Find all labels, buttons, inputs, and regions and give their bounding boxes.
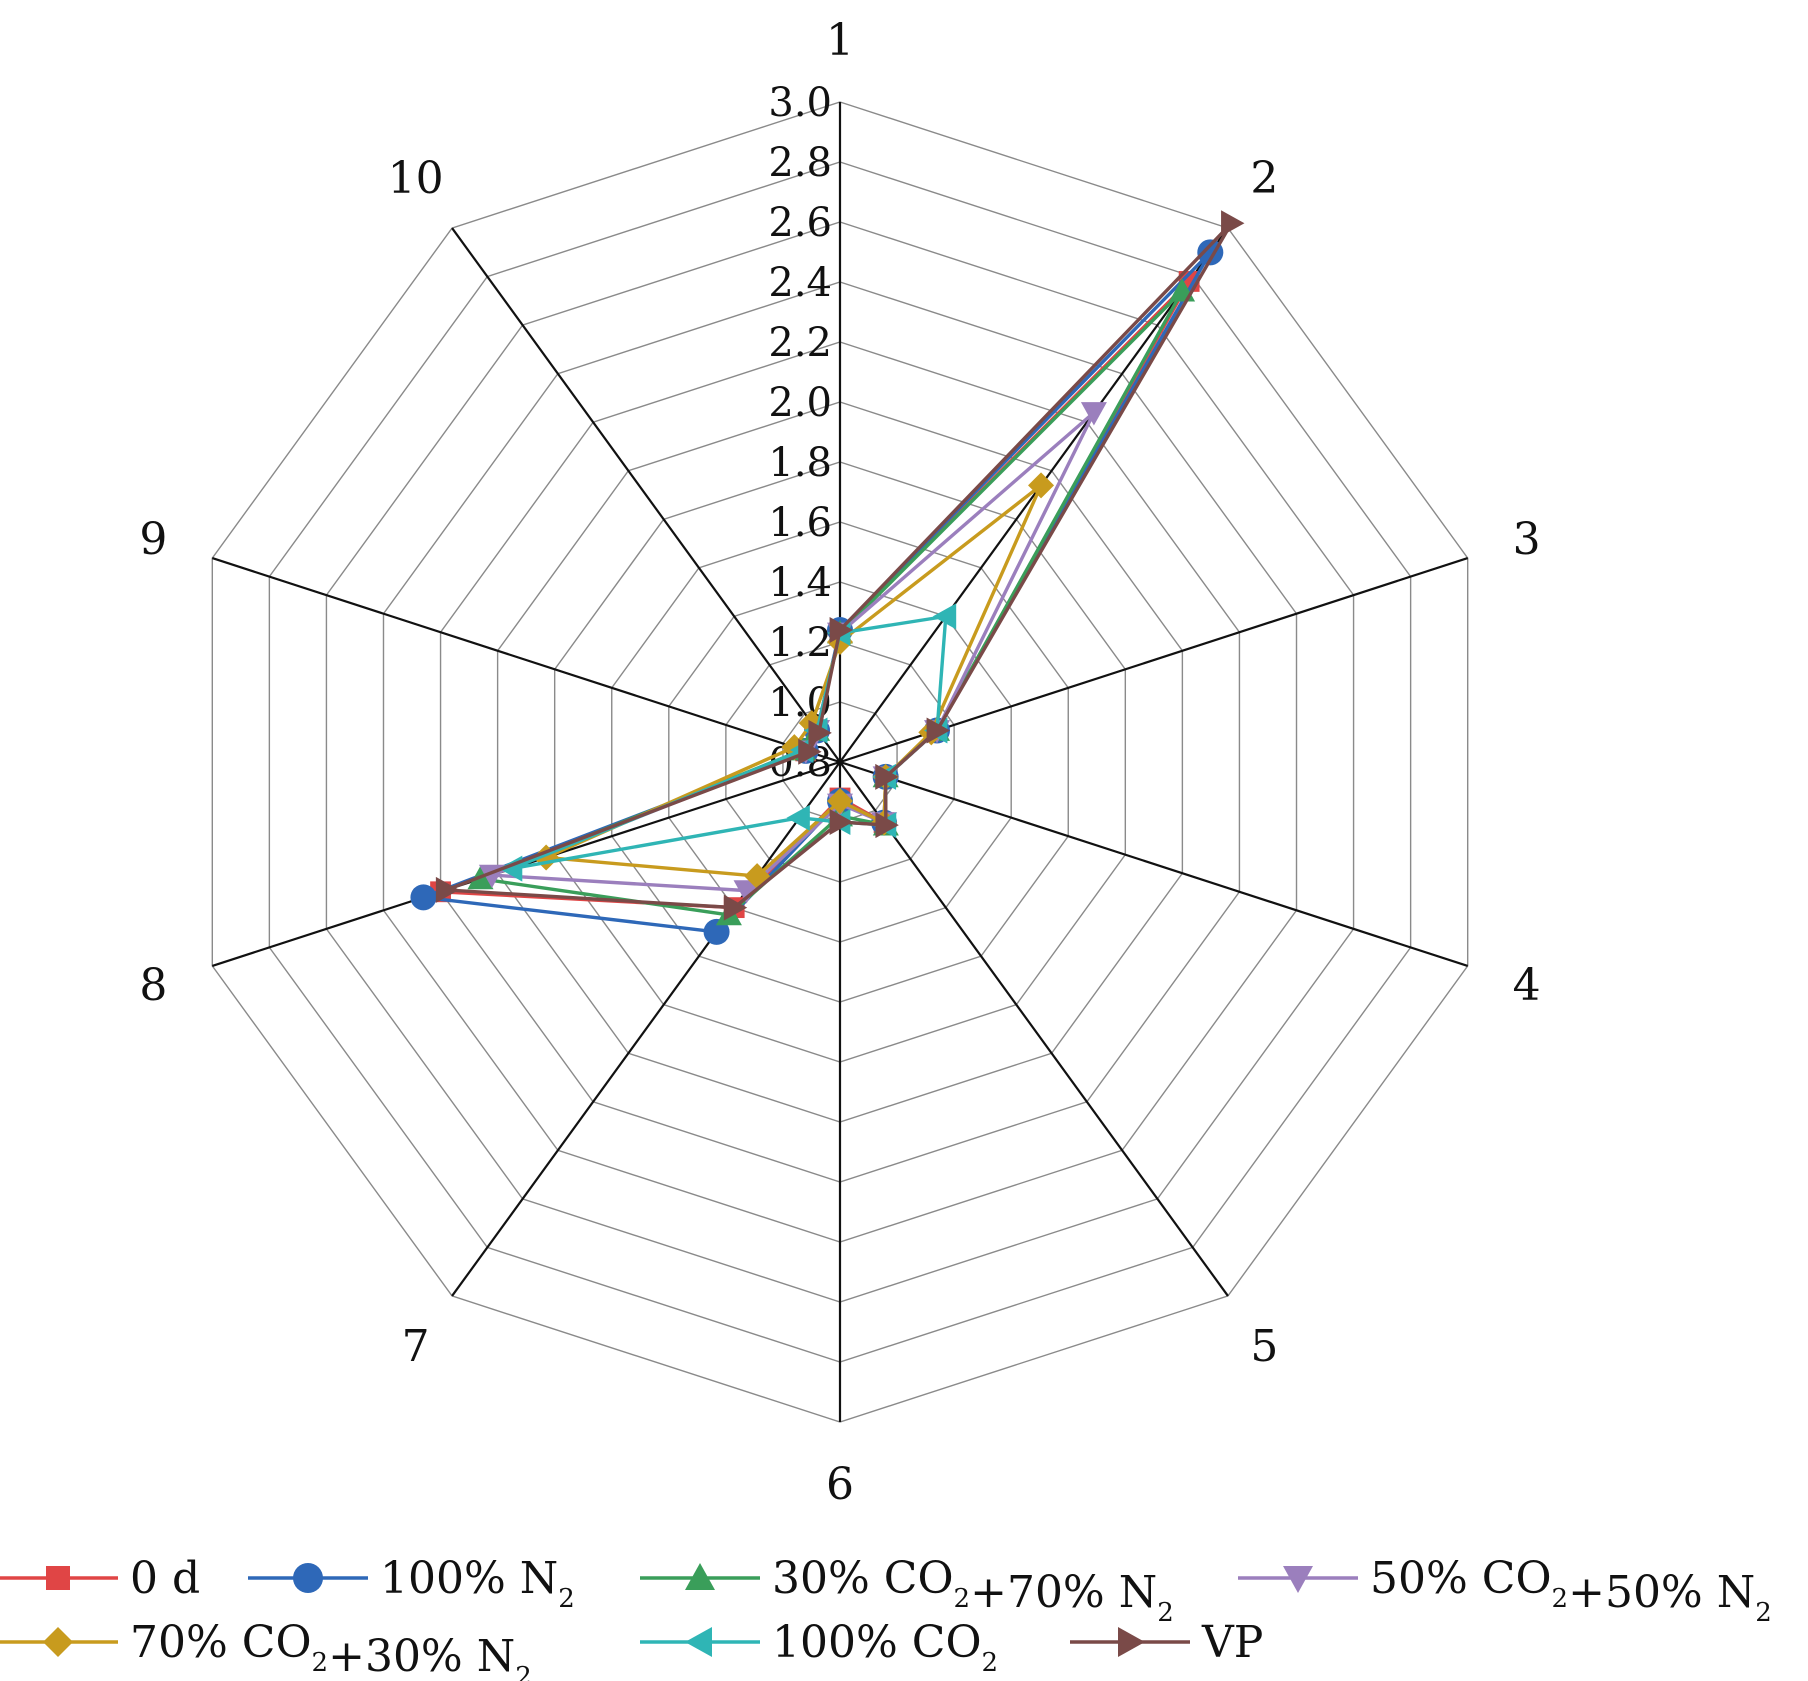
legend-item-4: 70% CO2+30% N2 <box>0 1617 532 1681</box>
series-6 <box>435 210 1245 921</box>
legend-item-6: VP <box>1070 1617 1263 1668</box>
legend-marker <box>293 1563 323 1593</box>
category-label-1: 1 <box>826 15 854 66</box>
legend: 0 d 100% N2 30% CO2+70% N2 50% CO2+50% N2 70… <box>0 1553 1772 1681</box>
tick-label: 2.6 <box>768 200 832 246</box>
legend-label: 100% CO2 <box>772 1617 998 1678</box>
tick-label: 1.2 <box>768 620 832 666</box>
legend-item-0: 0 d <box>0 1553 200 1604</box>
legend-item-1: 100% N2 <box>248 1553 575 1614</box>
data-point-6-10 <box>808 719 832 746</box>
data-point-6-6 <box>829 809 853 835</box>
category-label-3: 3 <box>1513 514 1541 565</box>
legend-marker <box>1118 1627 1145 1657</box>
data-point-6-9 <box>798 738 822 765</box>
legend-label: 100% N2 <box>380 1553 575 1614</box>
series-5 <box>498 603 957 882</box>
data-point-4-6 <box>827 788 853 814</box>
legend-label: VP <box>1201 1617 1263 1668</box>
category-label-5: 5 <box>1250 1321 1278 1372</box>
tick-label: 2.4 <box>768 260 832 306</box>
legend-label: 70% CO2+30% N2 <box>130 1617 532 1681</box>
tick-label: 1.6 <box>768 500 832 546</box>
legend-label: 50% CO2+50% N2 <box>1370 1553 1772 1628</box>
series-layer <box>410 210 1245 945</box>
spoke-5 <box>839 761 1229 1297</box>
data-point-6-2 <box>1221 210 1245 237</box>
category-label-9: 9 <box>139 514 167 565</box>
spoke-9 <box>211 557 841 764</box>
legend-marker <box>685 1627 712 1657</box>
data-point-6-3 <box>926 717 951 744</box>
tick-label: 1.8 <box>768 440 832 486</box>
category-label-2: 2 <box>1250 153 1278 204</box>
data-point-6-1 <box>829 617 853 643</box>
legend-marker <box>685 1563 715 1590</box>
data-point-6-8 <box>435 876 460 903</box>
tick-label: 3.0 <box>768 80 832 126</box>
spoke-4 <box>839 760 1469 967</box>
data-point-1-7 <box>703 918 730 945</box>
spoke-2 <box>839 227 1229 763</box>
category-label-10: 10 <box>388 153 444 204</box>
legend-item-2: 30% CO2+70% N2 <box>640 1553 1174 1628</box>
category-label-4: 4 <box>1513 960 1541 1011</box>
data-point-6-7 <box>723 894 748 921</box>
legend-item-5: 100% CO2 <box>640 1617 998 1678</box>
spoke-10 <box>451 227 841 763</box>
legend-label: 0 d <box>130 1553 200 1604</box>
spoke-7 <box>451 761 841 1297</box>
data-point-3-2 <box>1080 402 1107 426</box>
data-point-5-2 <box>932 603 957 630</box>
tick-label: 2.8 <box>768 140 832 186</box>
legend-marker <box>1283 1566 1313 1593</box>
data-point-6-4 <box>875 763 899 790</box>
legend-label: 30% CO2+70% N2 <box>772 1553 1174 1628</box>
data-point-1-8 <box>410 884 437 911</box>
data-point-5-7 <box>786 804 810 831</box>
category-label-7: 7 <box>402 1321 430 1372</box>
legend-marker <box>43 1627 73 1657</box>
data-point-4-2 <box>1028 472 1055 499</box>
tick-label: 1.4 <box>768 560 832 606</box>
legend-item-3: 50% CO2+50% N2 <box>1238 1553 1772 1628</box>
category-label-8: 8 <box>139 960 167 1011</box>
category-axis-labels: 1 2 3 4 5 6 7 8 9 10 <box>139 15 1540 1510</box>
radial-tick-labels: 0.81.01.21.41.61.82.02.22.42.62.83.0 <box>768 80 832 786</box>
tick-label: 2.0 <box>768 380 832 426</box>
legend-marker <box>46 1566 70 1590</box>
tick-label: 2.2 <box>768 320 832 366</box>
data-point-3-7 <box>733 880 760 904</box>
data-point-6-5 <box>875 812 899 839</box>
category-label-6: 6 <box>826 1459 854 1510</box>
